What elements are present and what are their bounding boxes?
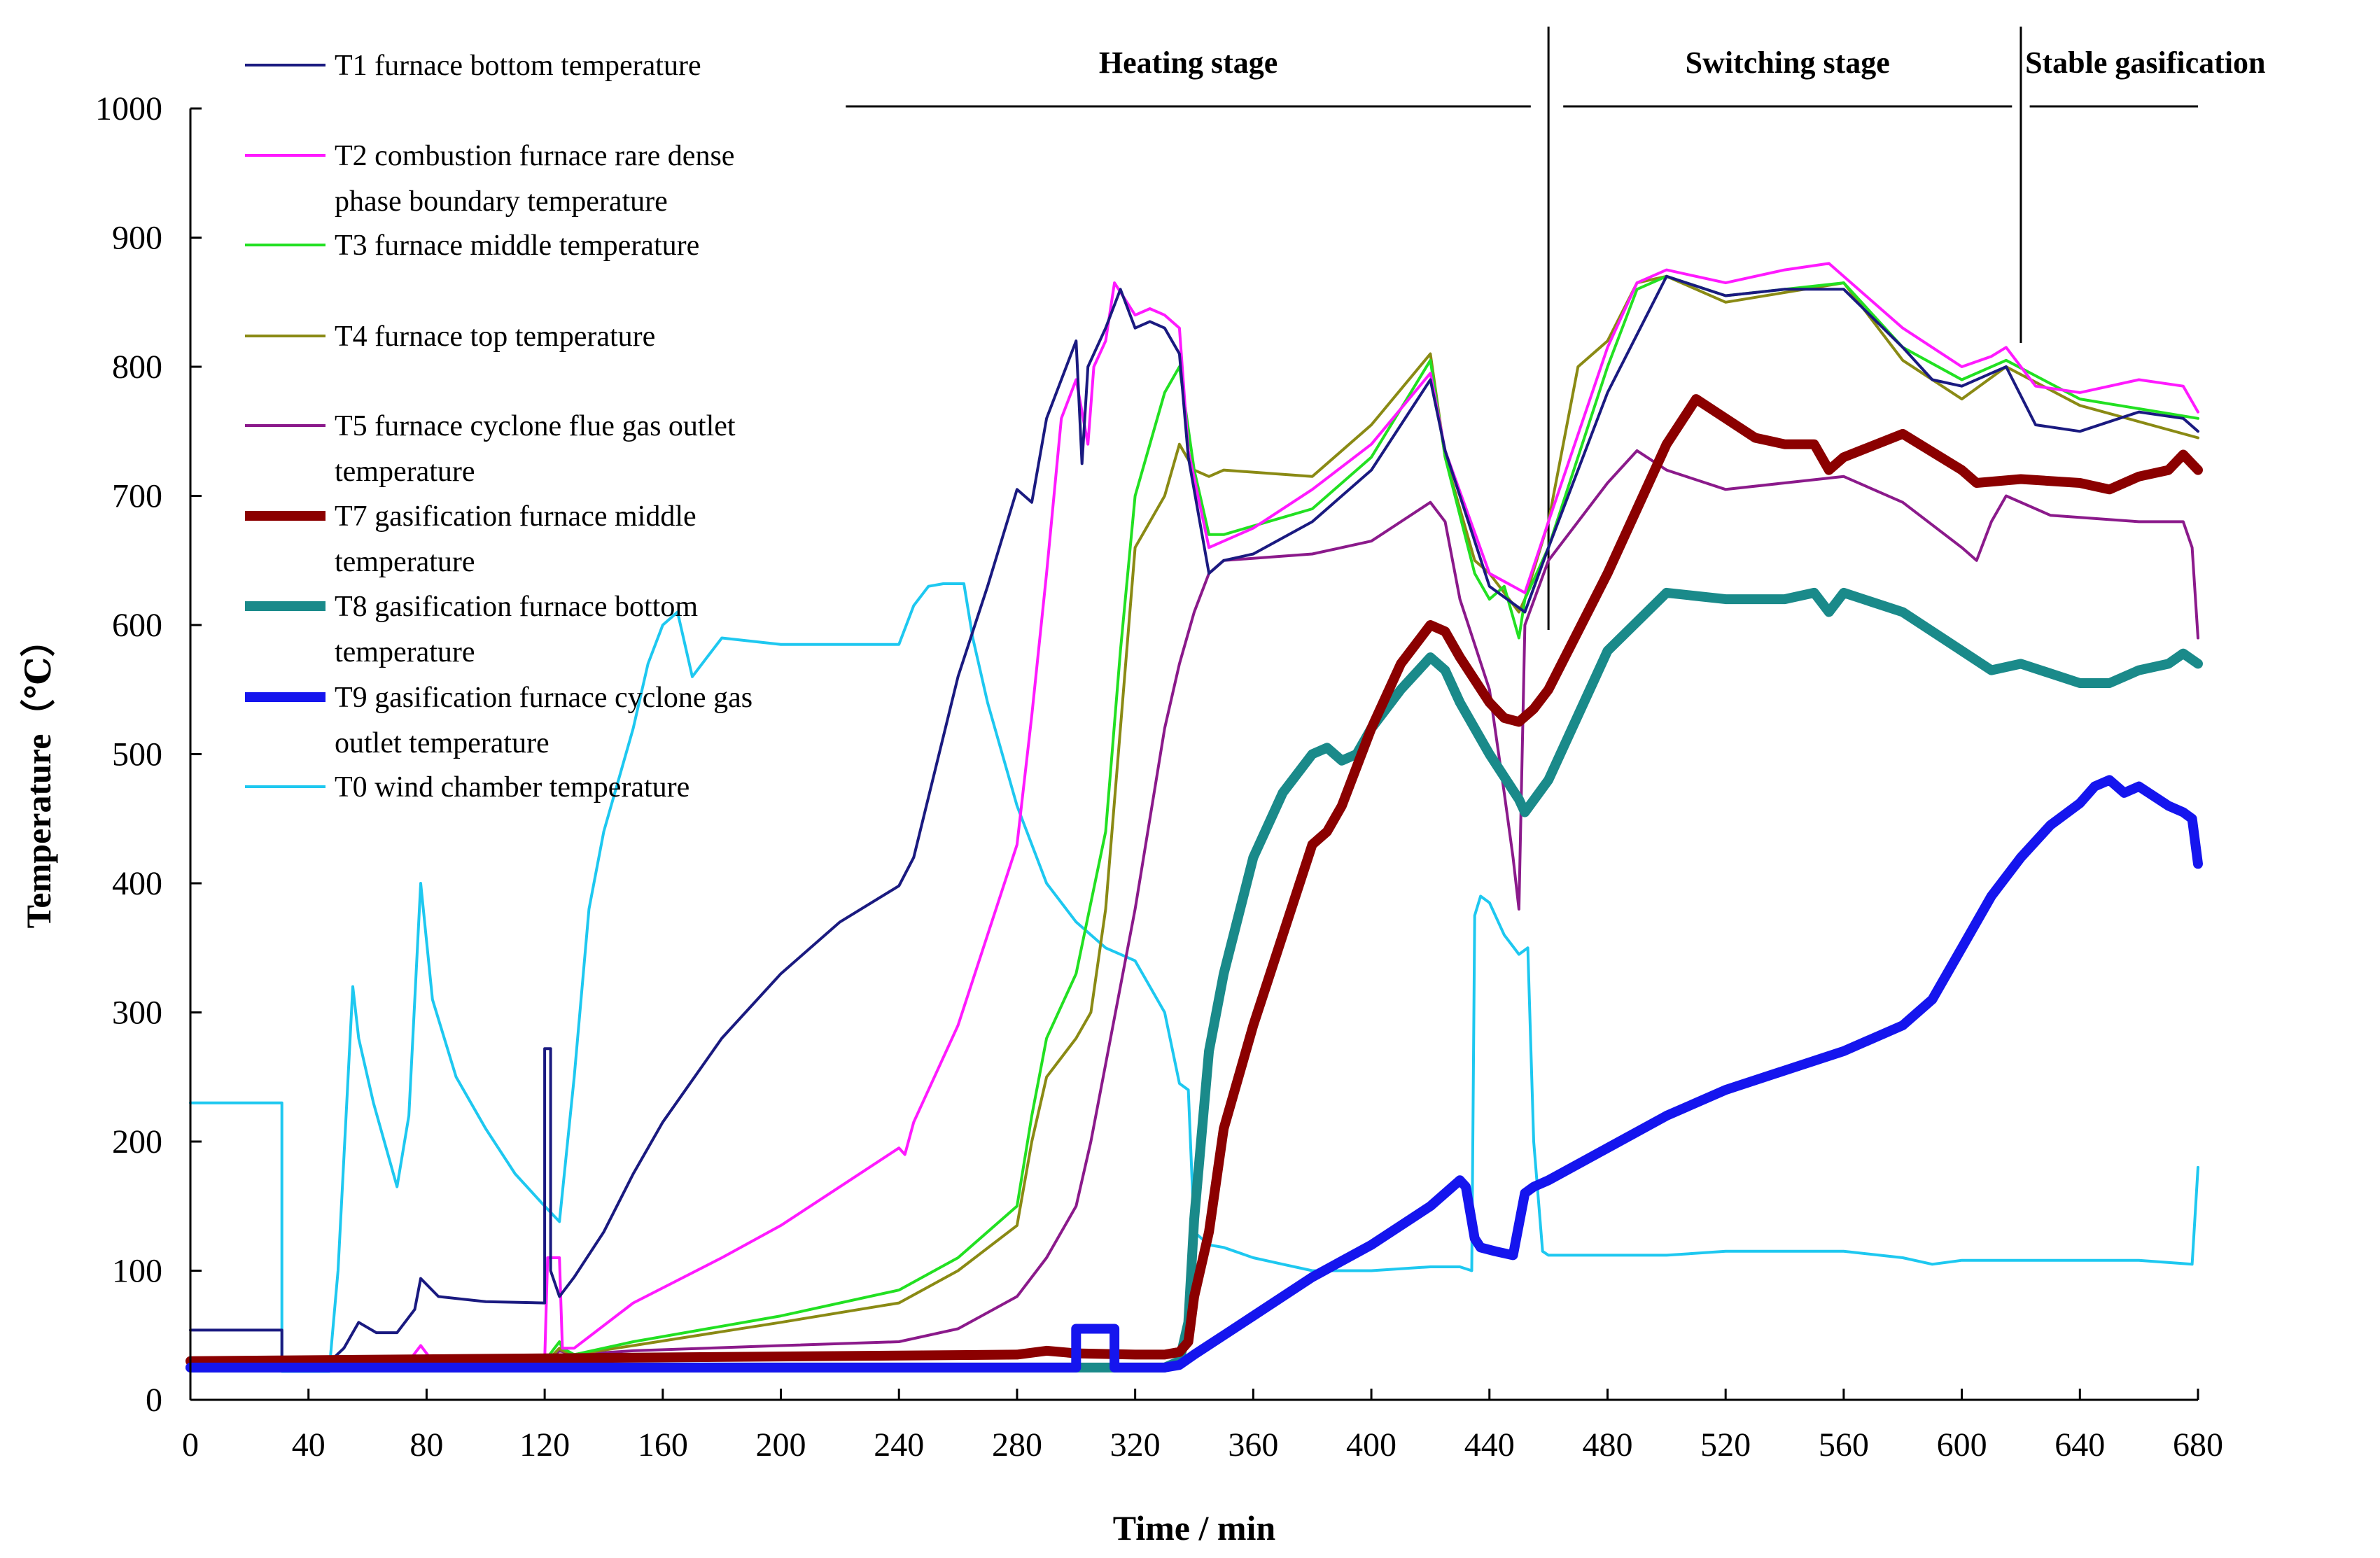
series-line-2	[189, 262, 2199, 1363]
y-tick-label: 600	[112, 607, 162, 644]
axes: 0 40 80 120 160 200 240 280 320 360 400 440 480 520 56…	[95, 90, 2223, 1464]
series-lines	[186, 262, 2203, 1373]
x-tick-label: 440	[1464, 1426, 1515, 1464]
x-axis-title: Time / min	[1113, 1508, 1276, 1548]
legend-label-line: T5 furnace cyclone flue gas outlet	[335, 410, 736, 442]
x-tick-label: 200	[756, 1426, 806, 1464]
legend-label: T5 furnace cyclone flue gas outlet temper…	[335, 410, 736, 488]
legend: T1 furnace bottom temperature T2 combusti…	[245, 50, 752, 803]
series-line-1	[189, 274, 2199, 1369]
legend-label: T0 wind chamber temperature	[335, 771, 690, 803]
x-tick-label: 120	[519, 1426, 570, 1464]
y-tick-label: 1000	[95, 90, 162, 127]
legend-label: T8 gasification furnace bottom temperatur…	[335, 591, 698, 668]
x-tick-label: 280	[992, 1426, 1042, 1464]
x-tick-label: 600	[1937, 1426, 1987, 1464]
y-tick-label: 900	[112, 220, 162, 257]
legend-label: T1 furnace bottom temperature	[335, 50, 701, 82]
y-axis-title: Temperature（℃）	[19, 622, 58, 929]
legend-label-line: temperature	[335, 636, 475, 668]
x-tick-label: 160	[638, 1426, 688, 1464]
x-tick-label: 560	[1819, 1426, 1869, 1464]
x-tick-label: 40	[292, 1426, 326, 1464]
series-line-6	[186, 394, 2203, 1366]
series-line-9	[189, 582, 2199, 1373]
y-tick-label: 800	[112, 349, 162, 386]
legend-label-line: temperature	[335, 546, 475, 578]
x-tick-label: 520	[1700, 1426, 1751, 1464]
x-tick-label: 240	[874, 1426, 924, 1464]
series-line-5	[189, 449, 2199, 1366]
stage-annotations: Heating stage Switching stage Stable gasif…	[846, 27, 2266, 630]
y-tick-label: 100	[112, 1253, 162, 1290]
y-tick-label: 0	[146, 1382, 162, 1419]
stage-label: Stable gasification	[2025, 45, 2265, 80]
series-line-8	[186, 775, 2203, 1373]
legend-label: T3 furnace middle temperature	[335, 230, 699, 262]
y-tick-label: 300	[112, 995, 162, 1032]
x-tick-label: 480	[1582, 1426, 1632, 1464]
legend-label-line: T8 gasification furnace bottom	[335, 591, 698, 623]
x-tick-label: 80	[410, 1426, 443, 1464]
x-tick-label: 0	[182, 1426, 199, 1464]
legend-label-line: T9 gasification furnace cyclone gas	[335, 682, 752, 714]
legend-label-line: T7 gasification furnace middle	[335, 500, 696, 533]
legend-label-line: phase boundary temperature	[335, 185, 668, 218]
legend-label-line: T4 furnace top temperature	[335, 321, 655, 353]
legend-label: T4 furnace top temperature	[335, 321, 655, 353]
series-line-7	[186, 587, 2203, 1373]
legend-label-line: T2 combustion furnace rare dense	[335, 140, 734, 172]
stage-label: Heating stage	[1099, 45, 1278, 80]
legend-label-line: T3 furnace middle temperature	[335, 230, 699, 262]
legend-label: T2 combustion furnace rare dense phase bo…	[335, 140, 734, 218]
x-tick-label: 360	[1228, 1426, 1278, 1464]
legend-label: T7 gasification furnace middle temperatur…	[335, 500, 696, 578]
legend-label: T9 gasification furnace cyclone gas outle…	[335, 682, 752, 759]
legend-label-line: T0 wind chamber temperature	[335, 771, 690, 803]
x-tick-label: 640	[2054, 1426, 2105, 1464]
legend-label-line: outlet temperature	[335, 727, 550, 759]
y-tick-label: 400	[112, 865, 162, 902]
legend-label-line: temperature	[335, 456, 475, 488]
x-tick-label: 320	[1110, 1426, 1161, 1464]
x-tick-label: 400	[1346, 1426, 1396, 1464]
y-tick-label: 700	[112, 478, 162, 515]
x-tick-label: 680	[2173, 1426, 2223, 1464]
y-tick-label: 200	[112, 1123, 162, 1160]
legend-label-line: T1 furnace bottom temperature	[335, 50, 701, 82]
y-tick-label: 500	[112, 736, 162, 773]
stage-label: Switching stage	[1686, 45, 1890, 80]
